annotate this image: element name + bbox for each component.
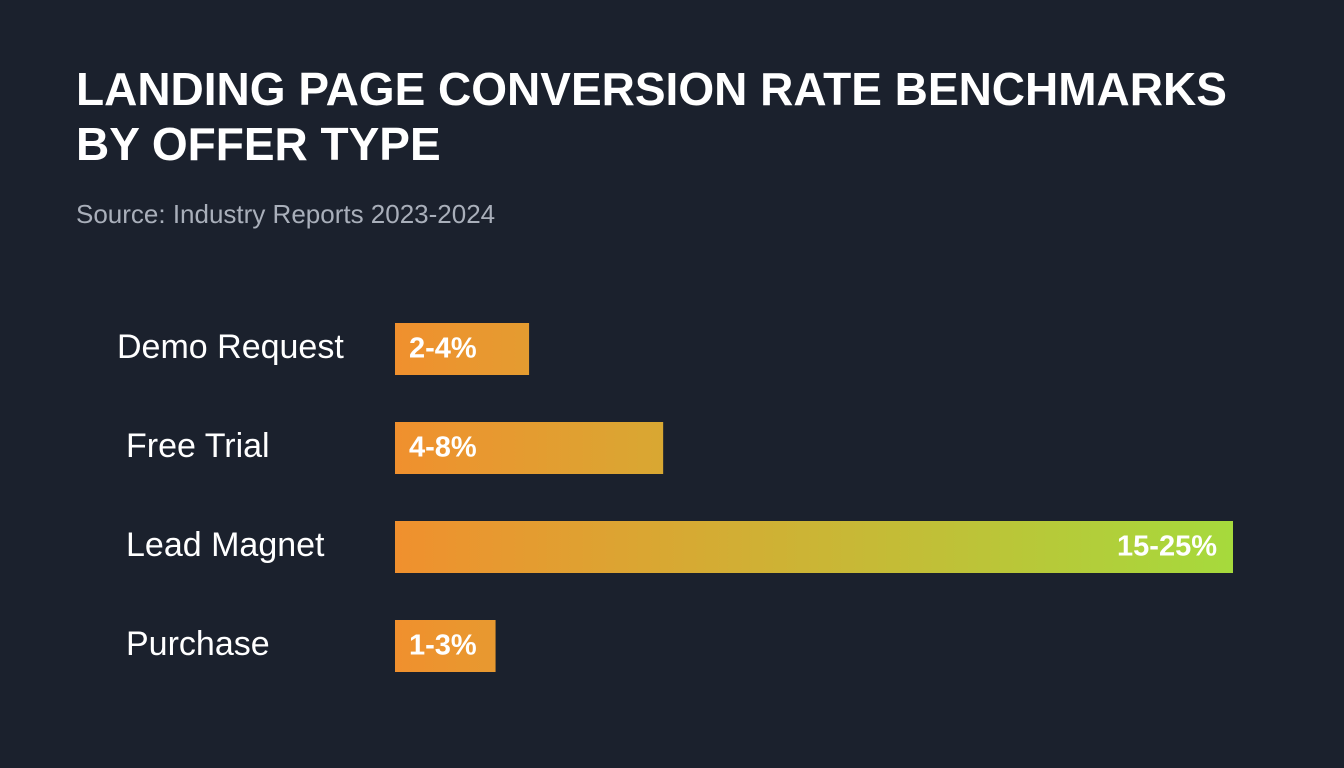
bar: [395, 521, 1233, 573]
category-label: Lead Magnet: [126, 526, 325, 564]
bar: [395, 422, 664, 474]
value-label: 1-3%: [409, 630, 477, 662]
value-label: 15-25%: [1117, 531, 1217, 563]
category-label: Purchase: [126, 625, 270, 663]
value-label: 4-8%: [409, 432, 477, 464]
bar: [395, 620, 496, 672]
bar: [395, 323, 530, 375]
value-label: 2-4%: [409, 333, 477, 365]
chart-subtitle: Source: Industry Reports 2023-2024: [76, 199, 495, 229]
category-label: Demo Request: [117, 328, 344, 366]
category-label: Free Trial: [126, 427, 270, 465]
chart-title: LANDING PAGE CONVERSION RATE BENCHMARKS B…: [76, 63, 1227, 170]
